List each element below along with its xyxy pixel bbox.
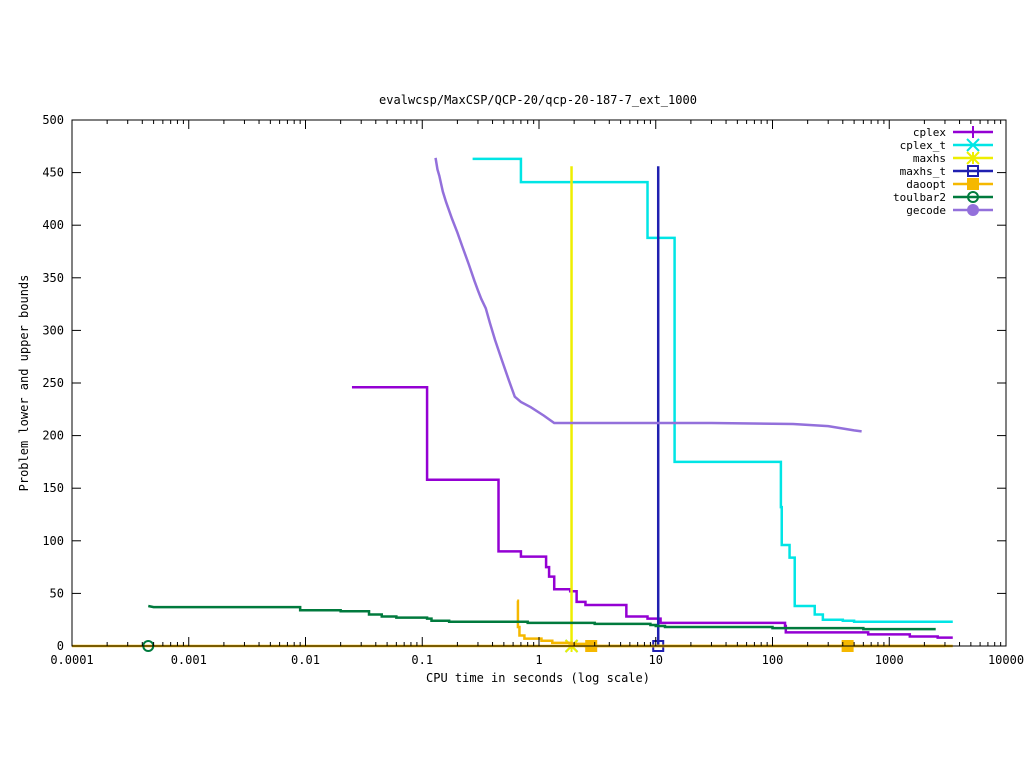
legend-label-gecode: gecode — [906, 204, 946, 217]
legend-marker-daoopt — [967, 178, 979, 190]
y-tick-label: 300 — [42, 323, 64, 337]
series-cplex — [351, 385, 953, 639]
y-tick-label: 250 — [42, 376, 64, 390]
x-tick-label: 0.01 — [291, 653, 320, 667]
legend: cplexcplex_tmaxhsmaxhs_tdaoopttoulbar2ge… — [893, 126, 993, 217]
legend-marker-maxhs_t — [967, 165, 979, 177]
x-axis: 0.0001 0.001 0.01 0.1 1 10 100 1000 10000 — [50, 120, 1024, 667]
y-tick-label: 450 — [42, 166, 64, 180]
legend-label-toulbar2: toulbar2 — [893, 191, 946, 204]
y-tick-label: 400 — [42, 218, 64, 232]
x-tick-label: 0.001 — [171, 653, 207, 667]
x-tick-label: 1 — [535, 653, 542, 667]
legend-label-maxhs: maxhs — [913, 152, 946, 165]
series-cplex_t — [472, 157, 953, 653]
legend-marker-gecode — [967, 204, 979, 216]
x-tick-label: 0.0001 — [50, 653, 93, 667]
series-maxhs — [564, 166, 579, 653]
series-line-cplex — [351, 385, 953, 639]
x-tick-label: 0.1 — [411, 653, 433, 667]
series-line-gecode — [434, 157, 862, 433]
x-tick-label: 100 — [762, 653, 784, 667]
y-axis-label: Problem lower and upper bounds — [17, 275, 31, 492]
x-tick-label: 10 — [649, 653, 663, 667]
x-tick-label: 1000 — [875, 653, 904, 667]
y-tick-label: 100 — [42, 534, 64, 548]
series-daoopt — [72, 599, 953, 652]
legend-marker-maxhs — [966, 151, 980, 165]
series-line-toulbar2 — [148, 604, 936, 631]
legend-label-daoopt: daoopt — [906, 178, 946, 191]
x-axis-label: CPU time in seconds (log scale) — [426, 671, 650, 685]
y-tick-label: 150 — [42, 481, 64, 495]
legend-label-cplex: cplex — [913, 126, 946, 139]
y-tick-label: 350 — [42, 271, 64, 285]
x-tick-label: 10000 — [988, 653, 1024, 667]
legend-label-cplex_t: cplex_t — [900, 139, 946, 152]
series-gecode — [434, 157, 862, 433]
y-tick-label: 200 — [42, 429, 64, 443]
series-line-daoopt — [516, 599, 945, 648]
y-tick-label: 500 — [42, 113, 64, 127]
legend-marker-toulbar2 — [967, 191, 979, 203]
y-tick-label: 0 — [57, 639, 64, 653]
plot-frame — [71, 119, 1007, 647]
legend-marker-cplex — [967, 126, 979, 138]
chart-title: evalwcsp/MaxCSP/QCP-20/qcp-20-187-7_ext_… — [379, 93, 697, 107]
y-tick-label: 50 — [50, 586, 64, 600]
series-line-cplex_t — [472, 157, 953, 624]
y-axis: 0 50 100 150 200 250 300 350 400 450 500 — [42, 113, 1006, 653]
plot-area-group — [72, 157, 953, 653]
legend-marker-cplex_t — [966, 138, 980, 152]
legend-label-maxhs_t: maxhs_t — [900, 165, 946, 178]
